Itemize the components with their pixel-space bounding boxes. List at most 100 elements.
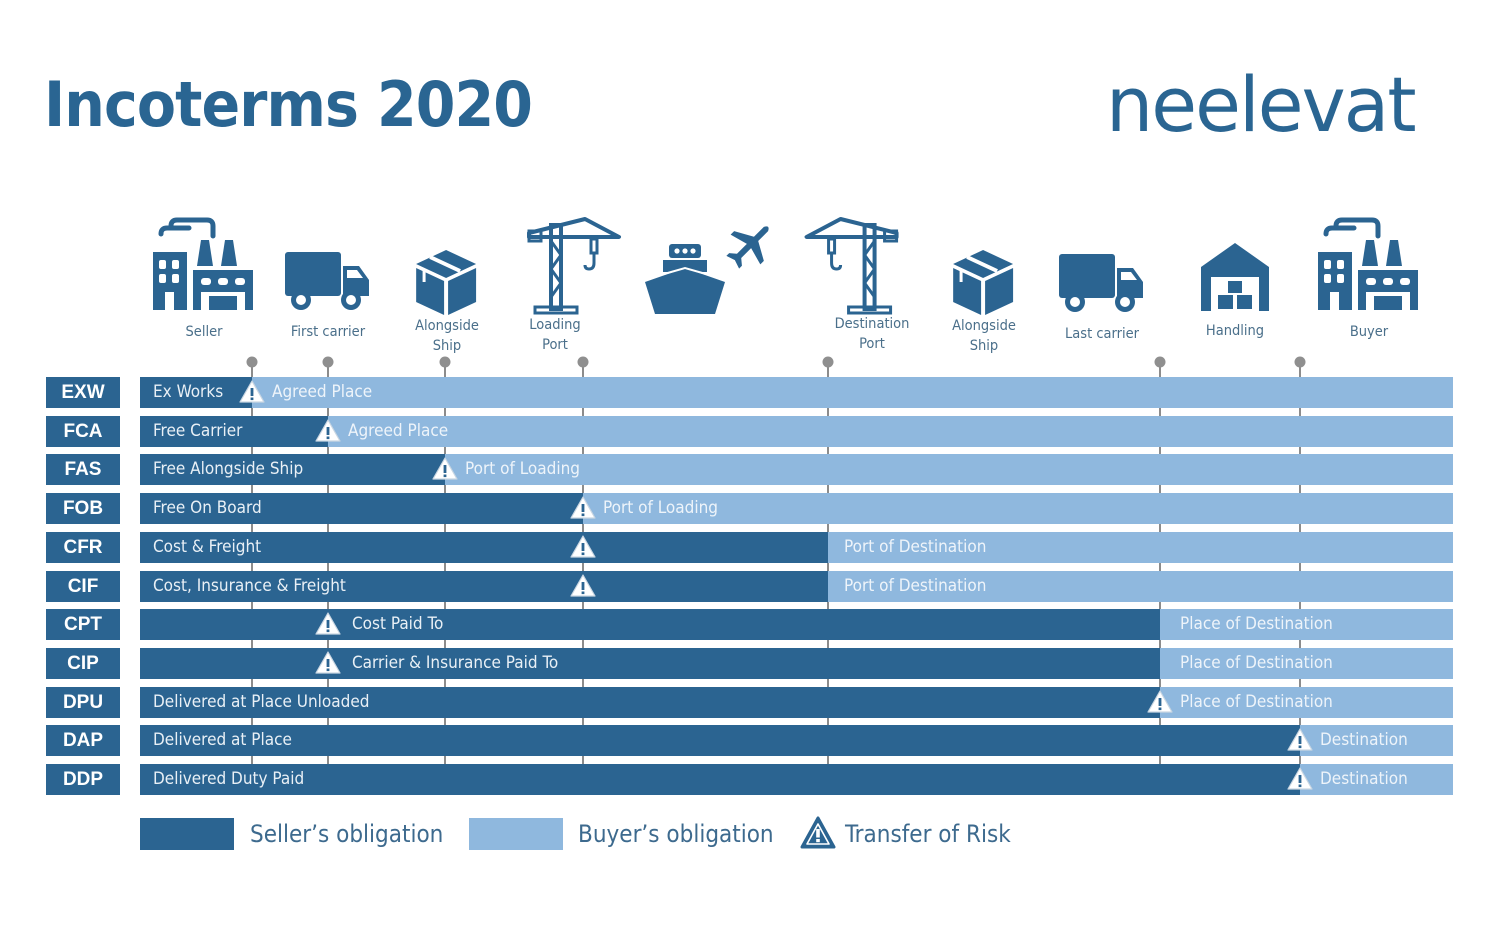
- stage-buyer: Buyer: [1318, 212, 1420, 342]
- term-code: DDP: [46, 764, 120, 795]
- buyer-obligation-bar: [140, 377, 1453, 408]
- marker-pin: [577, 356, 589, 368]
- stage-label: Seller: [185, 324, 223, 340]
- seller-obligation-bar: [140, 493, 583, 524]
- seller-obligation-bar: [140, 571, 828, 602]
- stage-destination-port: Destination Port: [795, 215, 909, 354]
- term-name: Free Carrier: [153, 421, 243, 441]
- marker-pin: [1294, 356, 1306, 368]
- neelevat-logo: neelevat: [1106, 60, 1417, 149]
- stage-alongside-ship: Alongside Ship: [415, 250, 479, 356]
- term-name: Delivered Duty Paid: [153, 769, 305, 789]
- seller-obligation-bar: [140, 454, 445, 485]
- term-code: EXW: [46, 377, 120, 408]
- term-place: Port of Destination: [844, 537, 987, 557]
- box-icon: [952, 250, 1015, 316]
- warehouse-icon: [1201, 243, 1269, 311]
- term-code: DPU: [46, 687, 120, 718]
- term-place: Place of Destination: [1180, 692, 1333, 712]
- term-code: FAS: [46, 454, 120, 485]
- term-code: CIF: [46, 571, 120, 602]
- term-name: Cost, Insurance & Freight: [153, 576, 346, 596]
- stage-handling: Handling: [1200, 243, 1270, 341]
- term-place: Place of Destination: [1180, 653, 1333, 673]
- seller-obligation-bar: [140, 609, 1160, 640]
- legend-buyer-label: Buyer’s obligation: [578, 820, 774, 848]
- term-place: Agreed Place: [348, 421, 449, 441]
- term-row-exw: EXW Ex Works Agreed Place: [0, 377, 1500, 408]
- transfer-of-risk-icon: [1147, 690, 1173, 713]
- term-row-dpu: DPU Delivered at Place Unloaded Place of D…: [0, 687, 1500, 718]
- stage-label: Ship: [432, 338, 462, 354]
- term-code: FOB: [46, 493, 120, 524]
- stage-seller: Seller: [153, 212, 255, 342]
- transfer-of-risk-icon: [570, 574, 596, 597]
- stage-label: First carrier: [290, 324, 366, 340]
- term-row-fca: FCA Free Carrier Agreed Place: [0, 416, 1500, 447]
- term-name: Free Alongside Ship: [153, 459, 304, 479]
- factory-icon: [153, 212, 255, 314]
- stage-label: Port: [859, 336, 885, 352]
- transfer-of-risk-icon: [1287, 728, 1313, 751]
- transfer-of-risk-icon: [239, 380, 265, 403]
- buyer-obligation-bar: [140, 416, 1453, 447]
- term-row-dap: DAP Delivered at Place Destination: [0, 725, 1500, 756]
- marker-pin: [322, 356, 334, 368]
- term-row-cpt: CPT Cost Paid To Place of Destination: [0, 609, 1500, 640]
- term-place: Agreed Place: [272, 382, 373, 402]
- term-row-cip: CIP Carrier & Insurance Paid To Place of D…: [0, 648, 1500, 679]
- term-place: Port of Loading: [603, 498, 719, 518]
- term-place: Port of Destination: [844, 576, 987, 596]
- transfer-of-risk-icon: [315, 419, 341, 442]
- term-code: CIP: [46, 648, 120, 679]
- seller-obligation-bar: [140, 532, 828, 563]
- term-name: Ex Works: [153, 382, 224, 402]
- factory-icon: [1318, 212, 1420, 314]
- legend-seller-label: Seller’s obligation: [250, 820, 444, 848]
- legend-buyer-swatch: [469, 818, 563, 850]
- term-row-cif: CIF Cost, Insurance & Freight Port of Dest…: [0, 571, 1500, 602]
- stage-label: Loading: [529, 317, 581, 333]
- warning-triangle-icon: [800, 816, 836, 849]
- term-code: CFR: [46, 532, 120, 563]
- crane-icon: [527, 217, 621, 315]
- box-icon: [415, 250, 478, 316]
- ship-and-plane-icon: [645, 226, 769, 314]
- marker-pin: [246, 356, 258, 368]
- term-row-fas: FAS Free Alongside Ship Port of Loading: [0, 454, 1500, 485]
- seller-obligation-bar: [140, 687, 1160, 718]
- seller-obligation-bar: [140, 416, 328, 447]
- stage-label: Port: [542, 337, 568, 353]
- stage-label: Last carrier: [1065, 326, 1139, 342]
- stage-last-carrier: Last carrier: [1059, 254, 1145, 344]
- term-place: Place of Destination: [1180, 614, 1333, 634]
- stage-label: Handling: [1205, 323, 1265, 339]
- term-name: Delivered at Place: [153, 730, 292, 750]
- transfer-of-risk-icon: [315, 651, 341, 674]
- truck-icon: [285, 252, 369, 310]
- stage-transport: [645, 220, 775, 318]
- marker-pin: [822, 356, 834, 368]
- transfer-of-risk-icon: [1287, 767, 1313, 790]
- term-place: Destination: [1320, 730, 1408, 750]
- term-place: Port of Loading: [465, 459, 581, 479]
- stage-label: Buyer: [1349, 324, 1389, 340]
- transfer-of-risk-icon: [570, 496, 596, 519]
- seller-obligation-bar: [140, 764, 1300, 795]
- page-title: Incoterms 2020: [44, 68, 533, 141]
- term-row-ddp: DDP Delivered Duty Paid Destination: [0, 764, 1500, 795]
- seller-obligation-bar: [140, 725, 1300, 756]
- term-name: Cost Paid To: [352, 614, 444, 634]
- term-row-fob: FOB Free On Board Port of Loading: [0, 493, 1500, 524]
- transfer-of-risk-icon: [432, 457, 458, 480]
- term-code: DAP: [46, 725, 120, 756]
- term-place: Destination: [1320, 769, 1408, 789]
- term-name: Cost & Freight: [153, 537, 262, 557]
- term-code: CPT: [46, 609, 120, 640]
- crane-icon: [804, 217, 899, 315]
- seller-obligation-bar: [140, 648, 1160, 679]
- stage-alongside-ship: Alongside Ship: [952, 250, 1016, 356]
- stage-label: Alongside: [952, 318, 1016, 334]
- stage-label: Alongside: [415, 318, 479, 334]
- marker-pin: [439, 356, 451, 368]
